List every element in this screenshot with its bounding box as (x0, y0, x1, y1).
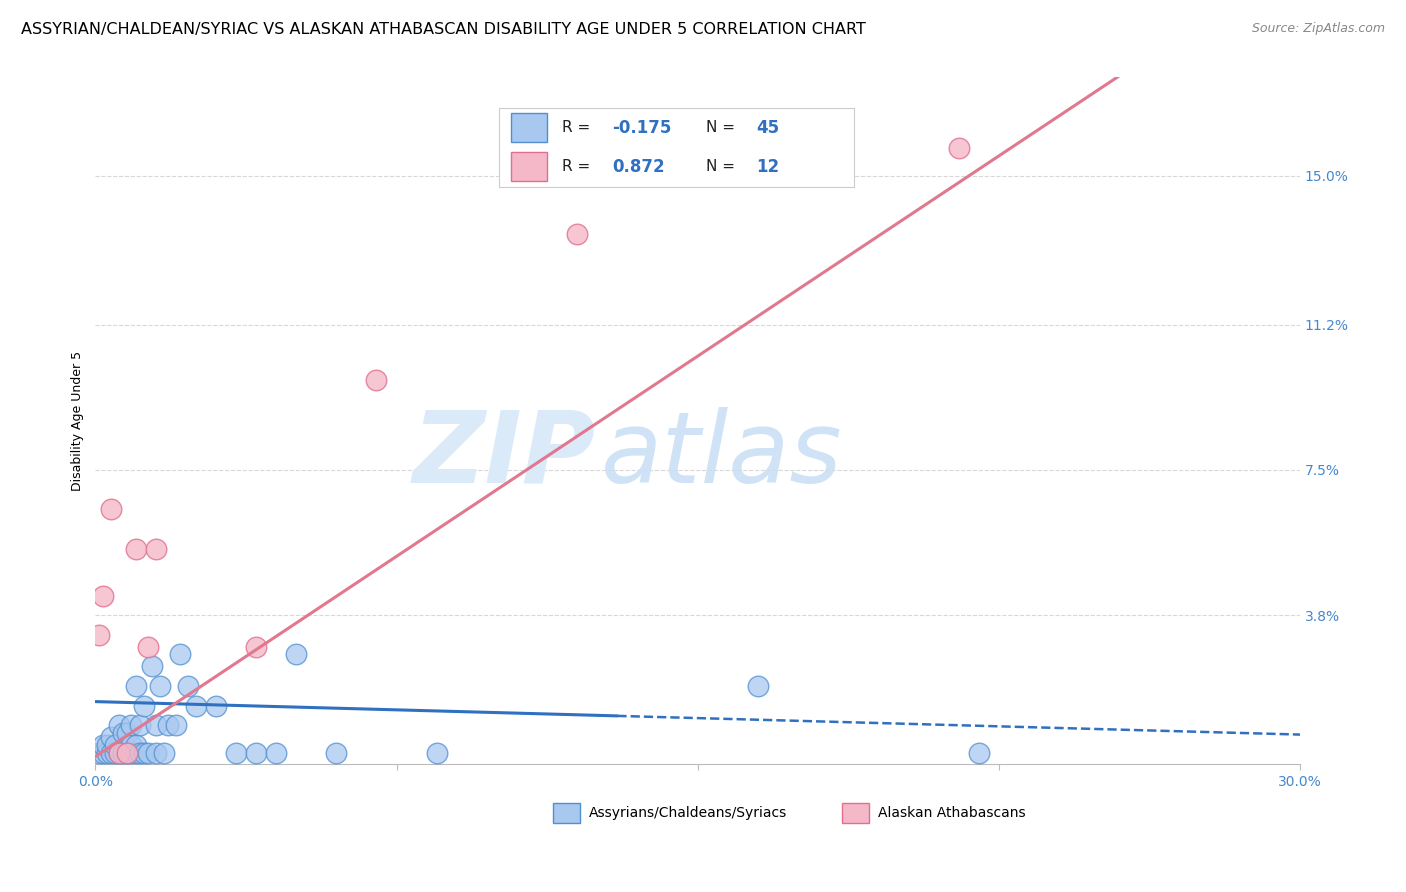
Point (169, 648, 191, 662)
Point (121, 718, 143, 732)
Point (108, 718, 131, 732)
Text: atlas: atlas (602, 407, 844, 504)
Point (747, 679, 769, 693)
Point (136, 640, 159, 654)
Point (89, 746, 111, 760)
Point (264, 746, 287, 760)
Point (204, 698, 226, 713)
Text: Source: ZipAtlas.com: Source: ZipAtlas.com (1251, 22, 1385, 36)
Point (104, 738, 127, 752)
Point (145, 718, 167, 732)
Point (108, 746, 131, 760)
Point (567, 227, 589, 242)
Point (117, 746, 139, 760)
FancyBboxPatch shape (499, 108, 855, 187)
Text: N =: N = (706, 160, 740, 174)
Point (285, 648, 308, 662)
Point (124, 738, 146, 752)
Point (132, 746, 155, 760)
Point (112, 726, 135, 740)
Point (141, 659, 163, 673)
Point (121, 746, 143, 760)
Point (145, 541, 167, 556)
Point (124, 541, 146, 556)
Point (108, 746, 131, 760)
Point (145, 746, 167, 760)
Point (128, 718, 150, 732)
Point (100, 746, 122, 760)
Point (93, 589, 115, 603)
Bar (842, 803, 869, 823)
Text: R =: R = (561, 160, 595, 174)
Point (104, 746, 127, 760)
Point (225, 746, 247, 760)
Point (89, 628, 111, 642)
Point (136, 746, 159, 760)
Point (117, 726, 139, 740)
Point (96, 738, 118, 752)
Point (325, 746, 347, 760)
Y-axis label: Disability Age Under 5: Disability Age Under 5 (72, 351, 84, 491)
Bar (510, 113, 547, 142)
Text: Alaskan Athabascans: Alaskan Athabascans (879, 806, 1026, 820)
Bar (510, 153, 547, 181)
Text: ASSYRIAN/CHALDEAN/SYRIAC VS ALASKAN ATHABASCAN DISABILITY AGE UNDER 5 CORRELATIO: ASSYRIAN/CHALDEAN/SYRIAC VS ALASKAN ATHA… (21, 22, 866, 37)
Text: 0.872: 0.872 (612, 158, 665, 176)
Text: N =: N = (706, 120, 740, 135)
Point (245, 746, 267, 760)
Point (128, 746, 150, 760)
Point (426, 746, 449, 760)
Text: ZIP: ZIP (412, 407, 595, 504)
Point (124, 746, 146, 760)
Point (245, 640, 267, 654)
Point (165, 718, 187, 732)
Text: R =: R = (561, 120, 595, 135)
Point (156, 718, 179, 732)
Point (100, 730, 122, 744)
Point (132, 698, 155, 713)
Point (366, 373, 388, 387)
Bar (553, 803, 579, 823)
Text: 45: 45 (756, 119, 780, 136)
Point (100, 502, 122, 516)
Point (96, 746, 118, 760)
Point (121, 738, 143, 752)
Point (948, 141, 970, 155)
Point (152, 746, 174, 760)
Point (184, 698, 207, 713)
Point (112, 746, 135, 760)
Text: Assyrians/Chaldeans/Syriacs: Assyrians/Chaldeans/Syriacs (589, 806, 787, 820)
Text: 12: 12 (756, 158, 780, 176)
Point (117, 746, 139, 760)
Point (177, 679, 200, 693)
Point (149, 679, 172, 693)
Text: -0.175: -0.175 (612, 119, 672, 136)
Point (967, 746, 990, 760)
Point (93, 738, 115, 752)
Point (93, 746, 115, 760)
Point (124, 679, 146, 693)
